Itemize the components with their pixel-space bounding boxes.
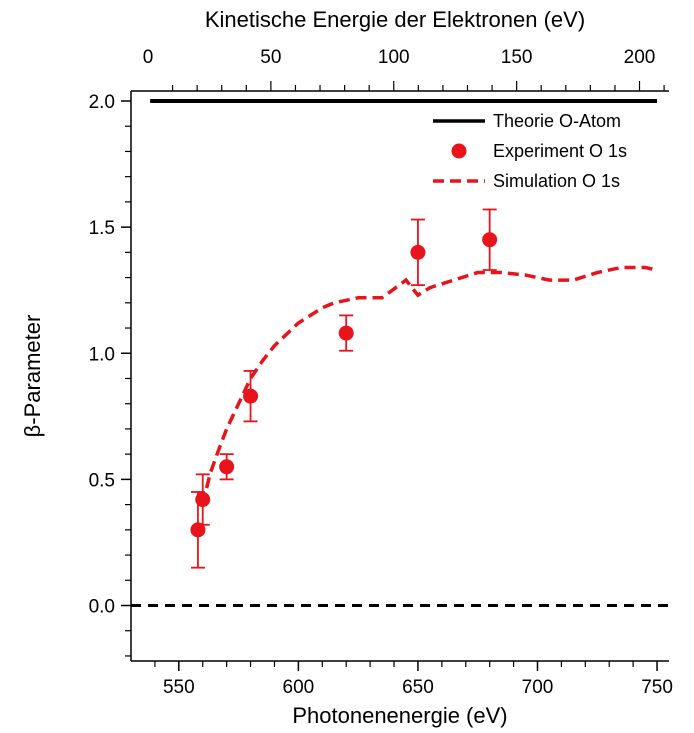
x-tick-label: 650	[402, 677, 434, 698]
legend-swatch-experiment	[451, 143, 467, 159]
experiment-point	[410, 244, 426, 260]
x-tick-label: 750	[641, 677, 673, 698]
legend: Theorie O-Atom Experiment O 1s Simulation …	[433, 111, 627, 191]
x-tick-label: 600	[283, 677, 315, 698]
x-axis-ticks: 550 600 650 700 750	[154, 661, 673, 698]
y-axis-ticks: 0.0 0.5 1.0 1.5 2.0	[89, 92, 131, 657]
x2-tick-label: 50	[260, 47, 281, 68]
plot-frame	[130, 90, 669, 662]
series-layer	[131, 99, 669, 608]
y-tick-label: 1.0	[89, 344, 115, 365]
x2-axis-ticks: 0 50 100 150 200	[143, 47, 665, 91]
x2-tick-label: 0	[143, 47, 154, 68]
legend-label: Experiment O 1s	[493, 141, 627, 161]
legend-label: Simulation O 1s	[493, 171, 620, 191]
y-tick-label: 1.5	[89, 218, 115, 239]
simulation-line	[201, 265, 658, 506]
x2-tick-label: 200	[624, 47, 656, 68]
legend-label: Theorie O-Atom	[493, 111, 621, 131]
y-tick-label: 2.0	[89, 92, 115, 113]
y-tick-label: 0.5	[89, 470, 115, 491]
y-axis-title: β-Parameter	[20, 315, 45, 438]
experiment-point	[482, 232, 498, 248]
x-tick-label: 700	[522, 677, 554, 698]
x-axis-title: Photonenenergie (eV)	[292, 703, 507, 728]
x2-tick-label: 150	[501, 47, 533, 68]
x2-tick-label: 100	[378, 47, 410, 68]
x2-axis-title: Kinetische Energie der Elektronen (eV)	[205, 7, 585, 32]
experiment-point	[219, 459, 235, 475]
y-tick-label: 0.0	[89, 597, 115, 618]
experiment-point	[338, 325, 354, 341]
experiment-point	[243, 388, 259, 404]
x-tick-label: 550	[163, 677, 195, 698]
experiment-point	[190, 522, 206, 538]
